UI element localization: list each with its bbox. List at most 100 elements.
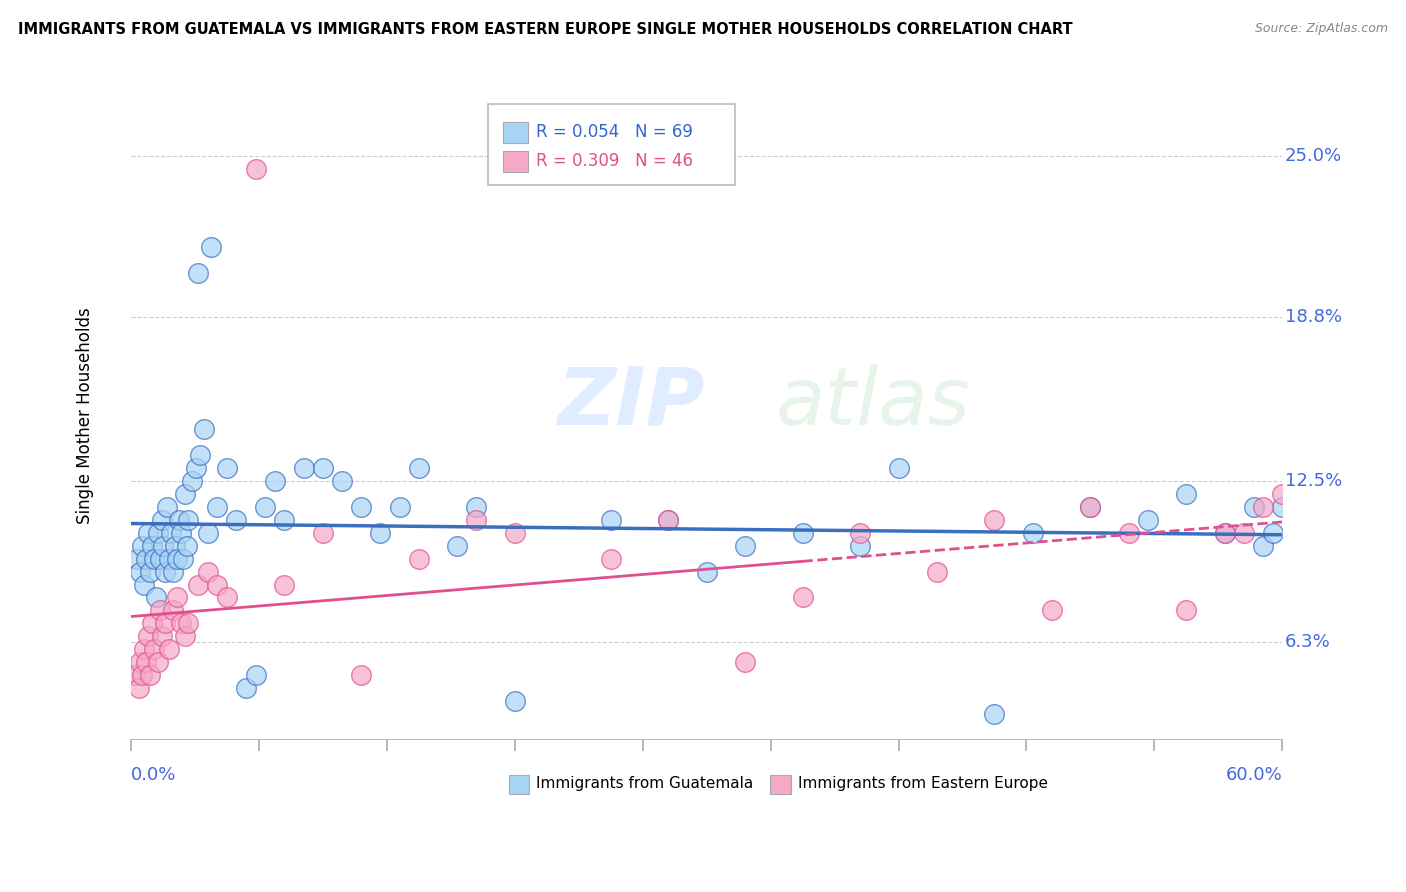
Point xyxy=(446,539,468,553)
Point xyxy=(167,512,190,526)
Point xyxy=(157,642,180,657)
Point xyxy=(131,539,153,553)
Point xyxy=(849,525,872,540)
Point xyxy=(657,512,679,526)
Point xyxy=(166,551,188,566)
Point xyxy=(129,565,152,579)
Bar xyxy=(509,775,529,794)
Point xyxy=(125,551,148,566)
Text: IMMIGRANTS FROM GUATEMALA VS IMMIGRANTS FROM EASTERN EUROPE SINGLE MOTHER HOUSEH: IMMIGRANTS FROM GUATEMALA VS IMMIGRANTS … xyxy=(18,22,1073,37)
Point xyxy=(225,512,247,526)
Point xyxy=(1137,512,1160,526)
Point xyxy=(1080,500,1102,514)
Text: 18.8%: 18.8% xyxy=(1285,308,1341,326)
Text: 6.3%: 6.3% xyxy=(1285,632,1330,650)
Point xyxy=(1175,486,1198,500)
Point xyxy=(162,603,184,617)
Point xyxy=(136,525,159,540)
Point xyxy=(181,474,204,488)
Point xyxy=(197,565,219,579)
Point xyxy=(187,577,209,591)
Point xyxy=(925,565,948,579)
Point xyxy=(263,474,285,488)
Point xyxy=(193,421,215,435)
Point xyxy=(124,668,146,682)
Point xyxy=(1022,525,1045,540)
Text: 12.5%: 12.5% xyxy=(1285,472,1341,490)
Point xyxy=(1080,500,1102,514)
Point xyxy=(163,539,186,553)
Point xyxy=(1040,603,1063,617)
Point xyxy=(188,448,211,462)
FancyBboxPatch shape xyxy=(488,103,735,185)
Point xyxy=(1251,500,1274,514)
Point xyxy=(350,500,373,514)
Point xyxy=(157,551,180,566)
Point xyxy=(139,668,162,682)
Point xyxy=(734,656,756,670)
Point xyxy=(215,460,238,475)
Point xyxy=(176,539,198,553)
Point xyxy=(152,539,174,553)
Point xyxy=(170,525,193,540)
Point xyxy=(166,591,188,605)
Text: Single Mother Households: Single Mother Households xyxy=(76,307,94,524)
Point xyxy=(983,512,1005,526)
Point xyxy=(135,551,157,566)
Text: Immigrants from Eastern Europe: Immigrants from Eastern Europe xyxy=(797,776,1047,791)
Point xyxy=(215,591,238,605)
Point xyxy=(312,460,335,475)
Point xyxy=(129,656,152,670)
Point xyxy=(187,266,209,280)
Point xyxy=(273,512,295,526)
Point xyxy=(1175,603,1198,617)
Point xyxy=(149,603,172,617)
Point xyxy=(1251,539,1274,553)
Point xyxy=(146,525,169,540)
Point xyxy=(172,551,194,566)
Bar xyxy=(503,122,529,143)
Point xyxy=(503,525,526,540)
Point xyxy=(173,630,195,644)
Point xyxy=(273,577,295,591)
Text: Source: ZipAtlas.com: Source: ZipAtlas.com xyxy=(1254,22,1388,36)
Point xyxy=(205,500,228,514)
Point xyxy=(254,500,277,514)
Text: 60.0%: 60.0% xyxy=(1226,766,1282,784)
Text: 0.0%: 0.0% xyxy=(131,766,176,784)
Point xyxy=(173,486,195,500)
Point xyxy=(849,539,872,553)
Point xyxy=(792,525,814,540)
Point xyxy=(235,681,257,696)
Point xyxy=(657,512,679,526)
Point xyxy=(465,512,488,526)
Point xyxy=(145,591,167,605)
Point xyxy=(1243,500,1265,514)
Point xyxy=(135,656,157,670)
Point xyxy=(139,565,162,579)
Point xyxy=(408,551,430,566)
Point xyxy=(370,525,392,540)
Point xyxy=(388,500,411,514)
Point xyxy=(141,616,163,631)
Point xyxy=(141,539,163,553)
Point xyxy=(155,565,177,579)
Point xyxy=(170,616,193,631)
Point xyxy=(1271,500,1294,514)
Point xyxy=(146,656,169,670)
Point xyxy=(465,500,488,514)
Bar xyxy=(770,775,790,794)
Point xyxy=(245,161,267,176)
Point xyxy=(350,668,373,682)
Point xyxy=(983,707,1005,722)
Point xyxy=(696,565,718,579)
Text: R = 0.309   N = 46: R = 0.309 N = 46 xyxy=(536,152,693,170)
Point xyxy=(134,577,156,591)
Point xyxy=(792,591,814,605)
Point xyxy=(128,681,150,696)
Point xyxy=(1261,525,1284,540)
Text: 25.0%: 25.0% xyxy=(1285,147,1341,165)
Point xyxy=(177,616,200,631)
Point xyxy=(142,642,165,657)
Point xyxy=(887,460,910,475)
